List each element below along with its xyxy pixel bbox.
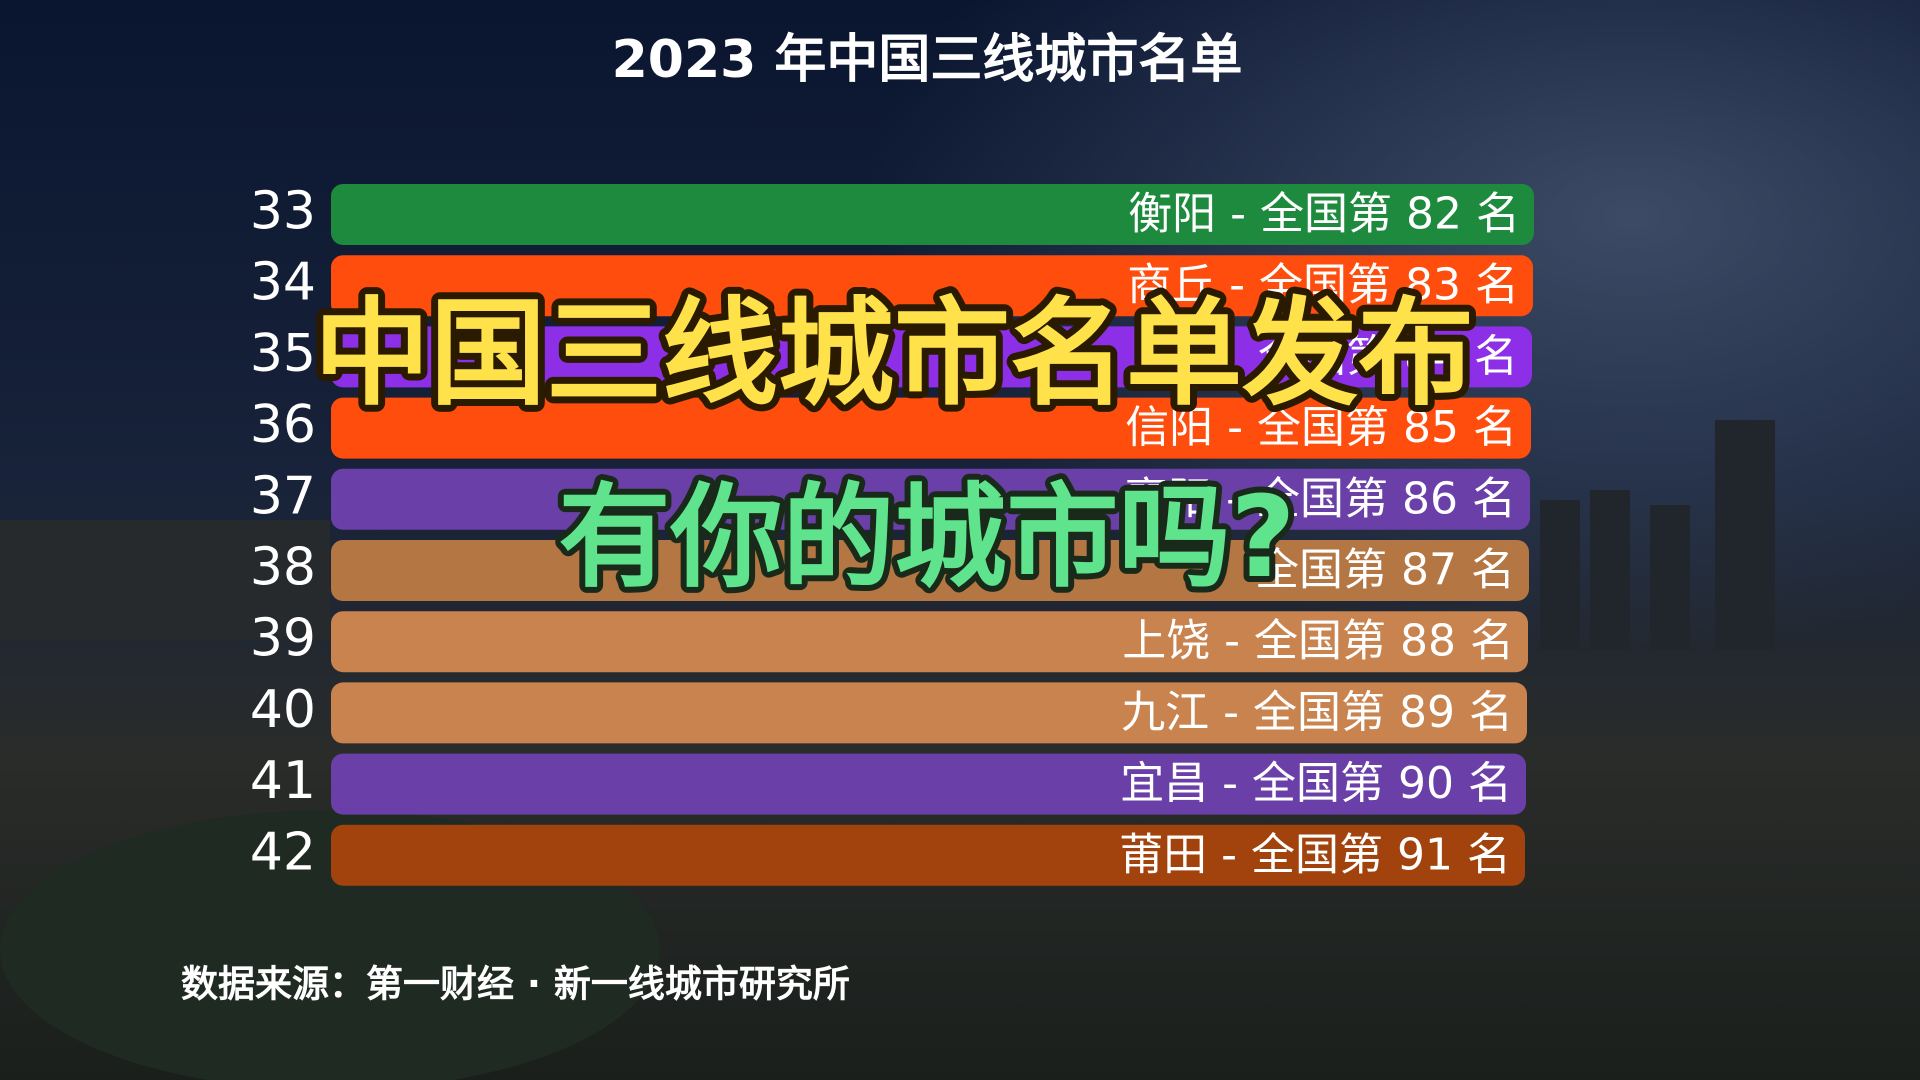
row-bar <box>331 468 1530 530</box>
headline: 中国三线城市名单发布 <box>314 287 1474 422</box>
row-rank: 37 <box>250 466 316 526</box>
source: 数据来源：第一财经 · 新一线城市研究所 <box>181 963 850 1006</box>
row-rank: 40 <box>250 680 316 740</box>
skyline <box>0 420 1775 650</box>
row-label: 宜昌 - 全国第 90 名 <box>1120 758 1512 809</box>
row-rank: 41 <box>250 751 316 811</box>
row-rank: 33 <box>250 182 316 242</box>
row-label: 襄阳 - 全国第 86 名 <box>1124 473 1516 524</box>
row-rank: 38 <box>250 538 316 598</box>
row-label: 全国第 84 名 <box>1258 331 1518 382</box>
row-bar <box>331 824 1525 886</box>
title: 2023 年中国三线城市名单 <box>612 30 1243 90</box>
row-bar <box>331 397 1531 459</box>
row-label: 衡阳 - 全国第 82 名 <box>1128 189 1520 240</box>
row-label: 商丘 - 全国第 83 名 <box>1127 260 1519 311</box>
row-label: 莆田 - 全国第 91 名 <box>1119 829 1511 880</box>
row-label: 上饶 - 全国第 88 名 <box>1122 616 1514 667</box>
row-label: 九江 - 全国第 89 名 <box>1121 687 1513 738</box>
row-bar <box>331 753 1526 815</box>
row-bar <box>331 540 1529 601</box>
question: 有你的城市吗? <box>559 473 1296 603</box>
row-label: 全国第 87 名 <box>1255 545 1515 596</box>
row-rank: 39 <box>250 609 316 669</box>
row-rank: 36 <box>250 395 316 455</box>
row-bar <box>331 326 1532 388</box>
row-bar <box>331 255 1533 317</box>
ranking-list: 33 衡阳 - 全国第 82 名 34 商丘 - 全国第 83 名 35 全国第 84 名… <box>250 182 1534 886</box>
row-rank: 34 <box>250 253 316 313</box>
row-rank: 35 <box>250 324 316 384</box>
row-label: 信阳 - 全国第 85 名 <box>1125 402 1517 453</box>
row-bar <box>331 184 1534 245</box>
row-bar <box>331 682 1527 744</box>
row-rank: 42 <box>250 822 316 882</box>
row-bar <box>331 611 1528 673</box>
